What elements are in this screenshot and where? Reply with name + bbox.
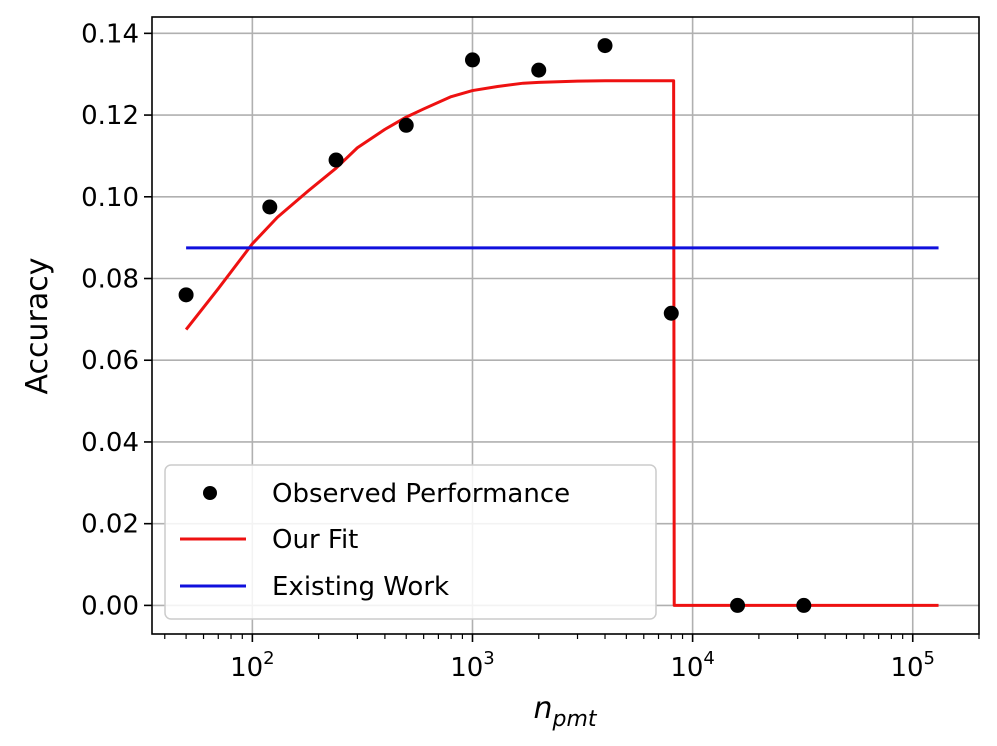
x-axis-label-sub: pmt: [551, 707, 597, 732]
x-tick-labels: 102 103 104 105: [230, 648, 935, 683]
series-layer: [178, 38, 939, 613]
y-tick-label: 0.06: [81, 346, 139, 376]
data-point-observed-performance: [328, 152, 344, 168]
legend-label-observed-performance: Observed Performance: [272, 479, 570, 509]
data-point-observed-performance: [398, 117, 414, 133]
x-tick-label: 105: [890, 648, 935, 683]
x-tick-label: 103: [450, 648, 495, 683]
plot-frame: [151, 16, 980, 635]
y-tick-labels: 0.00 0.02 0.04 0.06 0.08 0.10 0.12 0.14: [81, 19, 139, 621]
y-tick-label: 0.02: [81, 510, 139, 540]
y-tick-label: 0.12: [81, 101, 139, 131]
series-line-our-fit: [184, 79, 939, 607]
data-point-observed-performance: [663, 305, 679, 321]
data-point-observed-performance: [730, 597, 746, 613]
data-point-observed-performance: [464, 52, 480, 68]
x-tick-label-exponent: 4: [703, 648, 714, 669]
x-tick-label-base: 10: [670, 653, 703, 683]
data-point-observed-performance: [178, 287, 194, 303]
x-tick-label-exponent: 5: [924, 648, 935, 669]
legend-marker-observed-performance: [203, 486, 217, 500]
legend-box: [164, 464, 657, 620]
x-tick-label-exponent: 3: [483, 648, 494, 669]
legend-label-existing-work: Existing Work: [272, 572, 449, 602]
y-tick-label: 0.08: [81, 265, 139, 295]
y-tick-label: 0.10: [81, 183, 139, 213]
legend: Observed Performance Our Fit Existing Wo…: [164, 464, 657, 620]
x-tick-label-base: 10: [450, 653, 483, 683]
data-point-observed-performance: [262, 199, 278, 215]
x-tick-label-exponent: 2: [263, 648, 274, 669]
y-tick-label: 0.00: [81, 591, 139, 621]
data-point-observed-performance: [597, 38, 613, 54]
y-tick-label: 0.14: [81, 19, 139, 49]
x-tick-label-base: 10: [890, 653, 923, 683]
x-tick-label: 102: [230, 648, 275, 683]
y-tick-label: 0.04: [81, 428, 139, 458]
legend-label-our-fit: Our Fit: [272, 525, 358, 555]
x-axis-label: npmt: [533, 691, 597, 732]
axis-ticks: [144, 32, 980, 642]
y-axis-label: Accuracy: [20, 258, 55, 395]
data-point-observed-performance: [796, 597, 812, 613]
x-tick-label-base: 10: [230, 653, 263, 683]
x-axis-label-base: n: [533, 691, 552, 726]
x-tick-label: 104: [670, 648, 715, 683]
data-point-observed-performance: [531, 62, 547, 78]
